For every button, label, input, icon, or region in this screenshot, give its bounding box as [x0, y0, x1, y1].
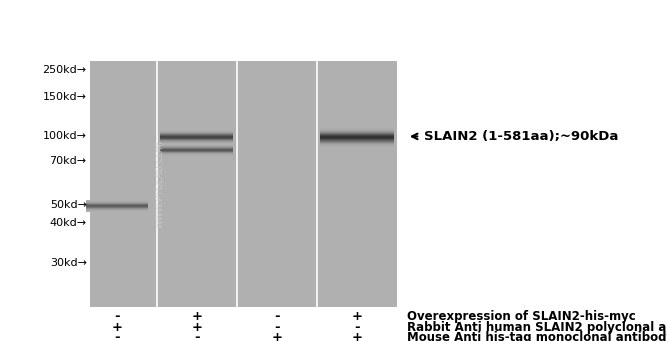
Bar: [160, 130, 233, 131]
Bar: [160, 144, 233, 145]
Text: Rabbit Anti human SLAIN2 polyclonal antibody: Rabbit Anti human SLAIN2 polyclonal anti…: [407, 321, 667, 334]
Bar: [160, 143, 233, 144]
Bar: [320, 133, 394, 134]
Bar: [160, 141, 233, 142]
Bar: [320, 142, 394, 143]
Bar: [320, 131, 394, 132]
Bar: [160, 140, 233, 141]
Text: 150kd→: 150kd→: [43, 92, 87, 102]
Bar: [160, 133, 233, 134]
Text: -: -: [354, 321, 360, 334]
Text: +: +: [352, 331, 362, 341]
Text: +: +: [271, 331, 282, 341]
Text: +: +: [191, 321, 202, 334]
Text: WWW.PTGLAB.COM: WWW.PTGLAB.COM: [155, 140, 165, 228]
Bar: [160, 139, 233, 140]
Bar: [320, 129, 394, 130]
Text: +: +: [352, 310, 362, 323]
Text: -: -: [274, 321, 279, 334]
Bar: [160, 137, 233, 138]
Text: 250kd→: 250kd→: [43, 65, 87, 75]
Bar: [160, 131, 233, 132]
Bar: [90, 61, 397, 307]
Text: 50kd→: 50kd→: [50, 199, 87, 210]
Text: 100kd→: 100kd→: [43, 131, 87, 142]
Bar: [320, 141, 394, 142]
Bar: [320, 140, 394, 141]
Bar: [320, 145, 394, 146]
Text: -: -: [114, 331, 119, 341]
Bar: [160, 138, 233, 139]
Bar: [320, 138, 394, 139]
Bar: [320, 136, 394, 137]
Bar: [320, 127, 394, 128]
Text: Overexpression of SLAIN2-his-myc: Overexpression of SLAIN2-his-myc: [407, 310, 636, 323]
Text: -: -: [274, 310, 279, 323]
Bar: [160, 134, 233, 135]
Bar: [320, 139, 394, 140]
Text: -: -: [114, 310, 119, 323]
Text: Mouse Anti his-tag monoclonal antibody: Mouse Anti his-tag monoclonal antibody: [407, 331, 667, 341]
Text: +: +: [111, 321, 122, 334]
Bar: [320, 143, 394, 144]
Bar: [320, 132, 394, 133]
Bar: [320, 134, 394, 135]
Bar: [160, 135, 233, 136]
Text: +: +: [191, 310, 202, 323]
Bar: [320, 146, 394, 147]
Text: -: -: [194, 331, 199, 341]
Bar: [160, 132, 233, 133]
Text: 70kd→: 70kd→: [49, 156, 87, 166]
Bar: [320, 144, 394, 145]
Bar: [320, 137, 394, 138]
Bar: [320, 135, 394, 136]
Bar: [320, 128, 394, 129]
Text: SLAIN2 (1-581aa);~90kDa: SLAIN2 (1-581aa);~90kDa: [424, 130, 618, 143]
Bar: [160, 136, 233, 137]
Bar: [160, 131, 233, 132]
Text: 30kd→: 30kd→: [50, 258, 87, 268]
Bar: [160, 142, 233, 143]
Bar: [320, 147, 394, 148]
Text: 40kd→: 40kd→: [49, 218, 87, 228]
Bar: [320, 130, 394, 131]
